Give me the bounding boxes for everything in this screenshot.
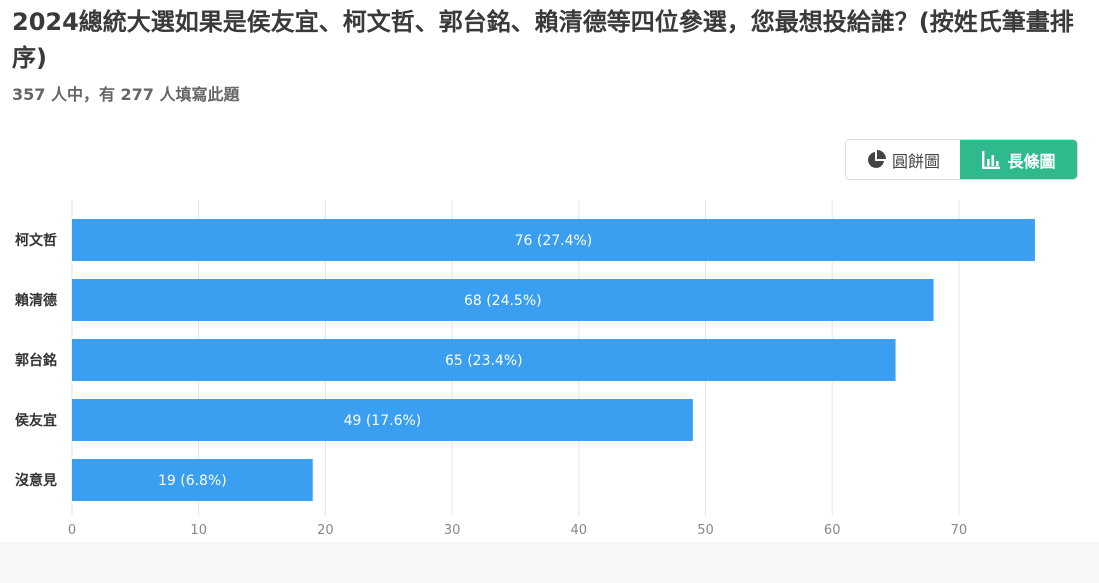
x-tick-label: 70 xyxy=(951,523,968,538)
response-count: 357 人中，有 277 人填寫此題 xyxy=(12,85,240,104)
bar xyxy=(72,279,934,321)
x-tick-label: 10 xyxy=(190,523,207,538)
x-tick-label: 30 xyxy=(444,523,461,538)
bar-chart-icon xyxy=(982,150,1001,169)
bar-value-label: 49 (17.6%) xyxy=(344,413,422,429)
x-tick-label: 20 xyxy=(317,523,334,538)
category-label: 柯文哲 xyxy=(15,232,57,249)
pie-chart-icon xyxy=(868,149,886,168)
bar xyxy=(72,459,313,501)
category-label: 郭台銘 xyxy=(15,352,57,369)
bar xyxy=(72,219,1035,261)
pie-chart-button[interactable]: 圓餅圖 xyxy=(846,140,960,179)
question-card: 2024總統大選如果是侯友宜、柯文哲、郭台銘、賴清德等四位參選，您最想投給誰？(… xyxy=(12,8,1078,538)
category-label: 賴清德 xyxy=(15,292,57,309)
bar-chart: 0 10 20 30 40 50 60 70 柯文哲 76 (27.4%) 賴清德 68 (24.5%… xyxy=(15,200,1035,538)
bar xyxy=(72,399,693,441)
bar-value-label: 19 (6.8%) xyxy=(158,473,227,489)
x-tick-label: 40 xyxy=(571,523,588,538)
bar-chart-button[interactable]: 長條圖 xyxy=(960,140,1077,179)
bar-value-label: 76 (27.4%) xyxy=(515,233,593,249)
bar xyxy=(72,339,896,381)
bar-value-label: 68 (24.5%) xyxy=(464,293,542,309)
x-tick-label: 0 xyxy=(68,523,76,538)
chart-type-toggle: 圓餅圖 長條圖 xyxy=(845,139,1078,180)
pie-chart-label: 圓餅圖 xyxy=(891,151,940,171)
x-tick-label: 50 xyxy=(697,523,714,538)
bar-chart-label: 長條圖 xyxy=(1007,151,1056,171)
category-label: 侯友宜 xyxy=(15,412,57,429)
category-label: 沒意見 xyxy=(15,472,57,489)
question-title: 2024總統大選如果是侯友宜、柯文哲、郭台銘、賴清德等四位參選，您最想投給誰？(… xyxy=(12,8,1074,72)
x-tick-label: 60 xyxy=(824,523,841,538)
bar-value-label: 65 (23.4%) xyxy=(445,353,523,369)
